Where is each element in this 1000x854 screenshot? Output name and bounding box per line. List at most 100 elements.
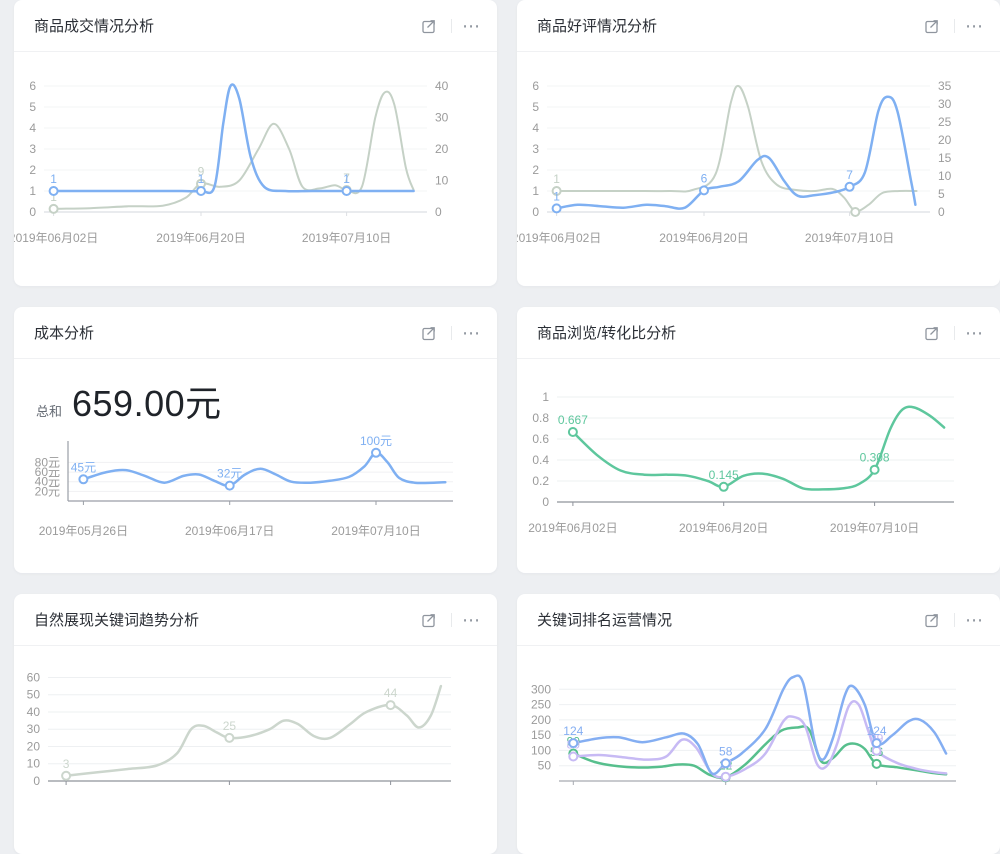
svg-text:5: 5: [29, 100, 36, 114]
svg-text:0.6: 0.6: [532, 432, 549, 446]
svg-text:2019年06月02日: 2019年06月02日: [517, 231, 601, 245]
open-in-new-icon[interactable]: [920, 608, 944, 632]
svg-text:50: 50: [538, 759, 552, 773]
card-header: 商品成交情况分析 ⋯: [14, 0, 497, 52]
svg-text:100元: 100元: [360, 434, 392, 448]
card-title: 成本分析: [34, 325, 95, 342]
svg-text:1: 1: [29, 184, 36, 198]
svg-text:2: 2: [29, 163, 36, 177]
card-header: 成本分析 ⋯: [14, 307, 497, 359]
svg-text:0.145: 0.145: [709, 468, 739, 482]
svg-text:6: 6: [701, 171, 708, 185]
svg-text:3: 3: [532, 142, 539, 156]
svg-text:20: 20: [27, 740, 41, 754]
svg-text:2019年05月26日: 2019年05月26日: [39, 524, 128, 538]
svg-text:7: 7: [343, 171, 350, 185]
svg-text:1: 1: [343, 172, 350, 186]
toolbar-divider: [451, 612, 452, 627]
svg-text:2019年06月20日: 2019年06月20日: [659, 231, 748, 245]
svg-text:50: 50: [27, 688, 41, 702]
svg-text:2: 2: [532, 163, 539, 177]
keyword-ranking-chart: 5010015020025030090125680149912458124: [517, 662, 1000, 812]
card-toolbar: ⋯: [920, 608, 984, 632]
card-deal-analysis: 商品成交情况分析 ⋯ 0 1 2 3 4 5 6 0 10 20 30 40 2019年06月02日 20…: [14, 0, 497, 286]
svg-text:2019年06月20日: 2019年06月20日: [156, 231, 245, 245]
svg-text:44: 44: [384, 686, 398, 700]
svg-text:2019年07月10日: 2019年07月10日: [331, 524, 420, 538]
svg-text:1: 1: [198, 172, 205, 186]
card-toolbar: ⋯: [920, 14, 984, 38]
deal-analysis-chart: 0 1 2 3 4 5 6 0 10 20 30 40 2019年06月02日 2019年06月20日 20…: [14, 60, 497, 255]
toolbar-divider: [451, 18, 452, 33]
svg-text:30: 30: [938, 97, 952, 111]
svg-text:60元: 60元: [35, 465, 60, 479]
svg-text:40元: 40元: [35, 475, 60, 489]
card-header: 商品浏览/转化比分析 ⋯: [517, 307, 1000, 359]
svg-text:0: 0: [435, 205, 442, 219]
svg-text:30: 30: [27, 722, 41, 736]
svg-text:40: 40: [435, 79, 449, 93]
svg-text:1: 1: [532, 184, 539, 198]
card-keyword-trend: 自然展现关键词趋势分析 ⋯ 0 10 20 30 40 50 60 3 25 44: [14, 594, 497, 854]
svg-text:32元: 32元: [217, 467, 242, 481]
conversion-analysis-chart: 0 0.2 0.4 0.6 0.8 1 2019年06月02日 2019年06月20日 2019…: [517, 375, 1000, 545]
svg-text:5: 5: [532, 100, 539, 114]
svg-text:3: 3: [63, 757, 70, 771]
card-title: 商品好评情况分析: [537, 18, 658, 35]
svg-text:2019年06月02日: 2019年06月02日: [528, 521, 617, 535]
dashboard: { "page": {"background": "#edeff2", "car…: [14, 0, 1000, 854]
card-toolbar: ⋯: [417, 608, 481, 632]
svg-text:1: 1: [50, 172, 57, 186]
ellipsis-icon[interactable]: ⋯: [965, 15, 984, 36]
card-title: 自然展现关键词趋势分析: [34, 612, 200, 629]
kpi-total-cost: 总和 659.00元: [14, 359, 497, 427]
card-title: 商品成交情况分析: [34, 18, 155, 35]
svg-text:20元: 20元: [35, 484, 60, 498]
svg-text:2019年07月10日: 2019年07月10日: [830, 521, 919, 535]
card-header: 商品好评情况分析 ⋯: [517, 0, 1000, 52]
svg-text:0: 0: [542, 495, 549, 509]
ellipsis-icon[interactable]: ⋯: [965, 322, 984, 343]
svg-text:4: 4: [532, 121, 539, 135]
ellipsis-icon[interactable]: ⋯: [965, 609, 984, 630]
svg-text:124: 124: [867, 724, 887, 738]
svg-text:2019年07月10日: 2019年07月10日: [302, 231, 391, 245]
svg-text:0.667: 0.667: [558, 413, 588, 427]
open-in-new-icon[interactable]: [920, 321, 944, 345]
svg-text:10: 10: [435, 174, 449, 188]
svg-text:0.8: 0.8: [532, 411, 549, 425]
svg-text:6: 6: [29, 79, 36, 93]
svg-text:60: 60: [27, 671, 41, 685]
svg-text:4: 4: [29, 121, 36, 135]
svg-text:45元: 45元: [71, 460, 96, 474]
svg-text:30: 30: [435, 111, 449, 125]
kpi-value: 659.00元: [72, 383, 222, 424]
svg-text:1: 1: [553, 189, 560, 203]
open-in-new-icon[interactable]: [417, 14, 441, 38]
review-analysis-chart: 0 1 2 3 4 5 6 0 5 10 15 20 25 30 35 2019年06月02日 2019年06月…: [517, 60, 1000, 255]
ellipsis-icon[interactable]: ⋯: [462, 609, 481, 630]
svg-text:10: 10: [27, 757, 41, 771]
svg-text:3: 3: [29, 142, 36, 156]
toolbar-divider: [954, 325, 955, 340]
svg-text:0: 0: [29, 205, 36, 219]
toolbar-divider: [954, 18, 955, 33]
svg-text:20: 20: [938, 133, 952, 147]
svg-text:0.308: 0.308: [860, 451, 890, 465]
open-in-new-icon[interactable]: [417, 321, 441, 345]
svg-text:9: 9: [198, 165, 205, 179]
card-conversion-analysis: 商品浏览/转化比分析 ⋯ 0 0.2 0.4 0.6 0.8 1 2019年06月02日 20…: [517, 307, 1000, 573]
ellipsis-icon[interactable]: ⋯: [462, 15, 481, 36]
card-header: 关键词排名运营情况 ⋯: [517, 594, 1000, 646]
ellipsis-icon[interactable]: ⋯: [462, 322, 481, 343]
svg-text:200: 200: [531, 713, 551, 727]
open-in-new-icon[interactable]: [417, 608, 441, 632]
svg-text:25: 25: [223, 719, 237, 733]
open-in-new-icon[interactable]: [920, 14, 944, 38]
svg-text:0.4: 0.4: [532, 453, 549, 467]
svg-text:150: 150: [531, 728, 551, 742]
card-toolbar: ⋯: [417, 321, 481, 345]
card-keyword-ranking: 关键词排名运营情况 ⋯ 5010015020025030090125680149…: [517, 594, 1000, 854]
svg-text:2019年06月17日: 2019年06月17日: [185, 524, 274, 538]
svg-text:0: 0: [33, 774, 40, 788]
